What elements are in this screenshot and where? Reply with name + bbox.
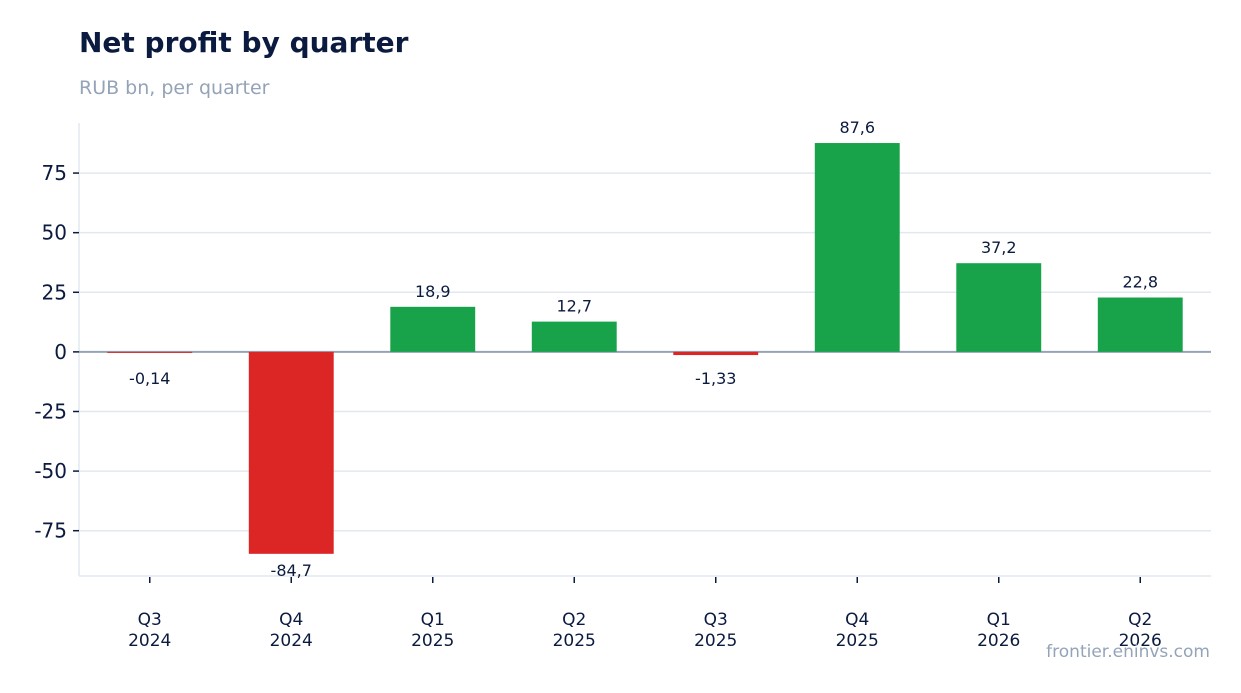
value-labels: -0,14 -84,7 18,9 12,7 -1,33 87,6 37,2 22,8	[129, 118, 1158, 580]
x-tick-label-line: Q3	[704, 610, 728, 630]
x-tick-label-line: Q3	[138, 610, 162, 630]
bar	[1097, 297, 1183, 352]
x-tick-label-line: Q4	[845, 610, 869, 630]
x-tick-label: Q2 2025	[553, 610, 596, 651]
bar	[814, 143, 900, 352]
y-tick-label: -50	[34, 459, 67, 483]
x-tick-label: Q2 2026	[1119, 610, 1162, 651]
x-tick-label: Q1 2026	[977, 610, 1020, 651]
x-tick-label: Q3 2025	[694, 610, 737, 651]
bar	[390, 306, 476, 352]
value-label: 18,9	[415, 282, 451, 301]
y-tick-label: 50	[42, 221, 67, 245]
x-tick-label-line: 2025	[411, 631, 454, 651]
bar	[107, 351, 193, 353]
x-tick-label-line: 2026	[1119, 631, 1162, 651]
x-tick-label-line: Q4	[279, 610, 303, 630]
value-label: 22,8	[1122, 273, 1158, 292]
x-tick-label-line: Q1	[987, 610, 1011, 630]
y-tick-label: 75	[42, 161, 67, 185]
x-tick-label-line: 2024	[128, 631, 171, 651]
y-tick-label: 25	[42, 280, 67, 304]
x-tick-label-line: 2025	[836, 631, 879, 651]
x-tick-label: Q3 2024	[128, 610, 171, 651]
bars	[107, 143, 1183, 554]
x-tick-label: Q4 2024	[270, 610, 313, 651]
value-label: -1,33	[695, 369, 736, 388]
value-label: 37,2	[981, 238, 1017, 257]
value-label: -0,14	[129, 369, 170, 388]
x-tick-label: Q4 2025	[836, 610, 879, 651]
value-label: -84,7	[271, 561, 312, 580]
bar	[956, 263, 1042, 352]
chart-title: Net profit by quarter	[79, 26, 409, 59]
y-tick-label: -25	[34, 399, 67, 423]
value-label: 12,7	[556, 297, 592, 316]
chart-subtitle: RUB bn, per quarter	[79, 77, 270, 99]
x-tick-label-line: 2024	[270, 631, 313, 651]
bar	[531, 321, 617, 352]
x-tick-label-line: 2025	[553, 631, 596, 651]
value-label: 87,6	[839, 118, 875, 137]
y-tick-label: 0	[54, 340, 67, 364]
x-tick-label-line: Q1	[421, 610, 445, 630]
source-watermark: frontier.eninvs.com	[1046, 642, 1210, 662]
x-tick-label-line: Q2	[1128, 610, 1152, 630]
y-tick-label: -75	[34, 519, 67, 543]
bar	[248, 351, 334, 554]
x-tick-label: Q1 2025	[411, 610, 454, 651]
x-tick-label-line: 2025	[694, 631, 737, 651]
x-tick-label-line: Q2	[562, 610, 586, 630]
bar	[673, 351, 759, 356]
x-tick-label-line: 2026	[977, 631, 1020, 651]
